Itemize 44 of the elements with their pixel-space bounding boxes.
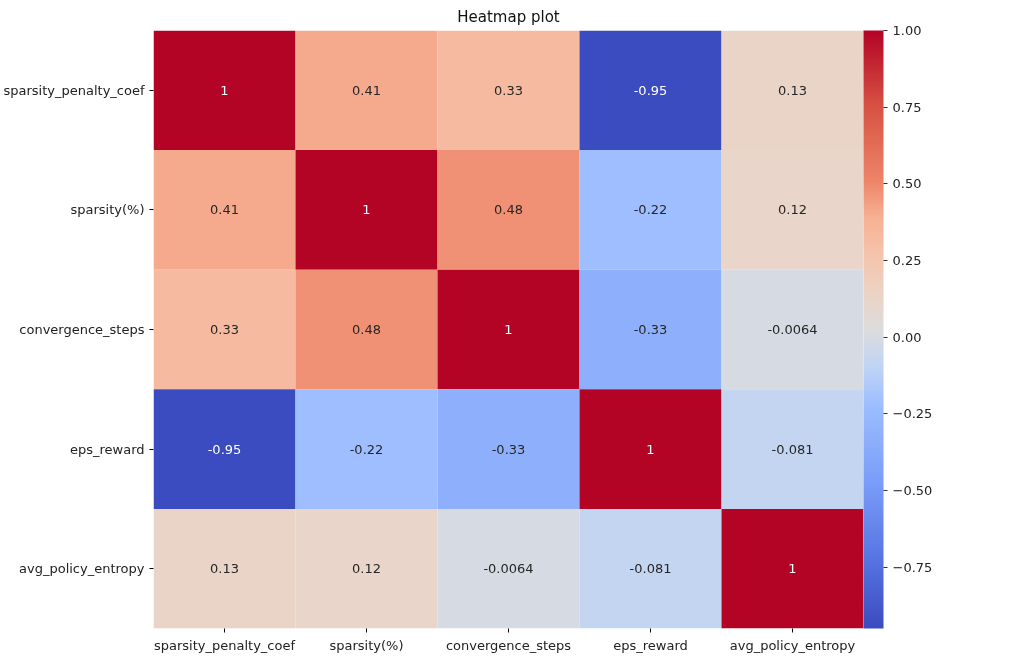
x-tick-label: convergence_steps xyxy=(445,637,572,653)
data-label: -0.0064 xyxy=(483,561,534,577)
y-tick-label: convergence_steps xyxy=(19,322,145,337)
data-label: 1 xyxy=(504,322,513,337)
y-tick-label: sparsity_penalty_coef xyxy=(3,82,145,98)
data-label: -0.081 xyxy=(629,561,672,577)
color-bar-label: 1.00 xyxy=(892,23,922,38)
data-label: -0.33 xyxy=(633,322,668,337)
x-tick-label: eps_reward xyxy=(613,637,688,653)
data-label: -0.0064 xyxy=(767,322,818,337)
color-bar-label: −0.75 xyxy=(892,559,933,575)
x-tick-label: sparsity(%) xyxy=(329,637,404,653)
x-tick-label: avg_policy_entropy xyxy=(729,637,856,653)
y-tick-label: eps_reward xyxy=(69,441,145,457)
data-label: 1 xyxy=(788,561,797,577)
data-label: -0.22 xyxy=(633,202,668,218)
data-label: 0.41 xyxy=(352,82,381,98)
data-label: 0.48 xyxy=(494,202,523,218)
data-label: 0.13 xyxy=(210,561,239,577)
data-label: 0.33 xyxy=(494,82,523,98)
color-bar-label: 0.75 xyxy=(892,99,922,115)
data-label: 0.33 xyxy=(210,322,239,337)
data-label: -0.95 xyxy=(207,441,242,457)
data-label: 1 xyxy=(362,202,371,218)
chart-title: Heatmap plot xyxy=(457,7,560,26)
y-tick-label: sparsity(%) xyxy=(70,202,145,218)
data-label: -0.33 xyxy=(491,441,526,457)
color-bar-label: 0.00 xyxy=(892,329,922,345)
data-label: 0.12 xyxy=(778,202,807,218)
data-label: 0.13 xyxy=(778,82,807,98)
data-label: 0.48 xyxy=(352,322,381,337)
data-label: 1 xyxy=(220,82,229,98)
data-label: 0.41 xyxy=(210,202,239,218)
color-bar-label: 0.50 xyxy=(892,176,922,192)
y-tick-label: avg_policy_entropy xyxy=(19,561,145,577)
color-bar-label: −0.50 xyxy=(892,483,933,498)
x-tick-label: sparsity_penalty_coef xyxy=(153,637,296,653)
data-label: 0.12 xyxy=(352,561,381,577)
data-label: -0.081 xyxy=(771,441,814,457)
data-label: -0.95 xyxy=(633,82,668,98)
color-bar-label: −0.25 xyxy=(892,406,933,422)
data-label: -0.22 xyxy=(349,441,384,457)
data-label: 1 xyxy=(646,441,655,457)
color-bar-label: 0.25 xyxy=(892,253,922,268)
